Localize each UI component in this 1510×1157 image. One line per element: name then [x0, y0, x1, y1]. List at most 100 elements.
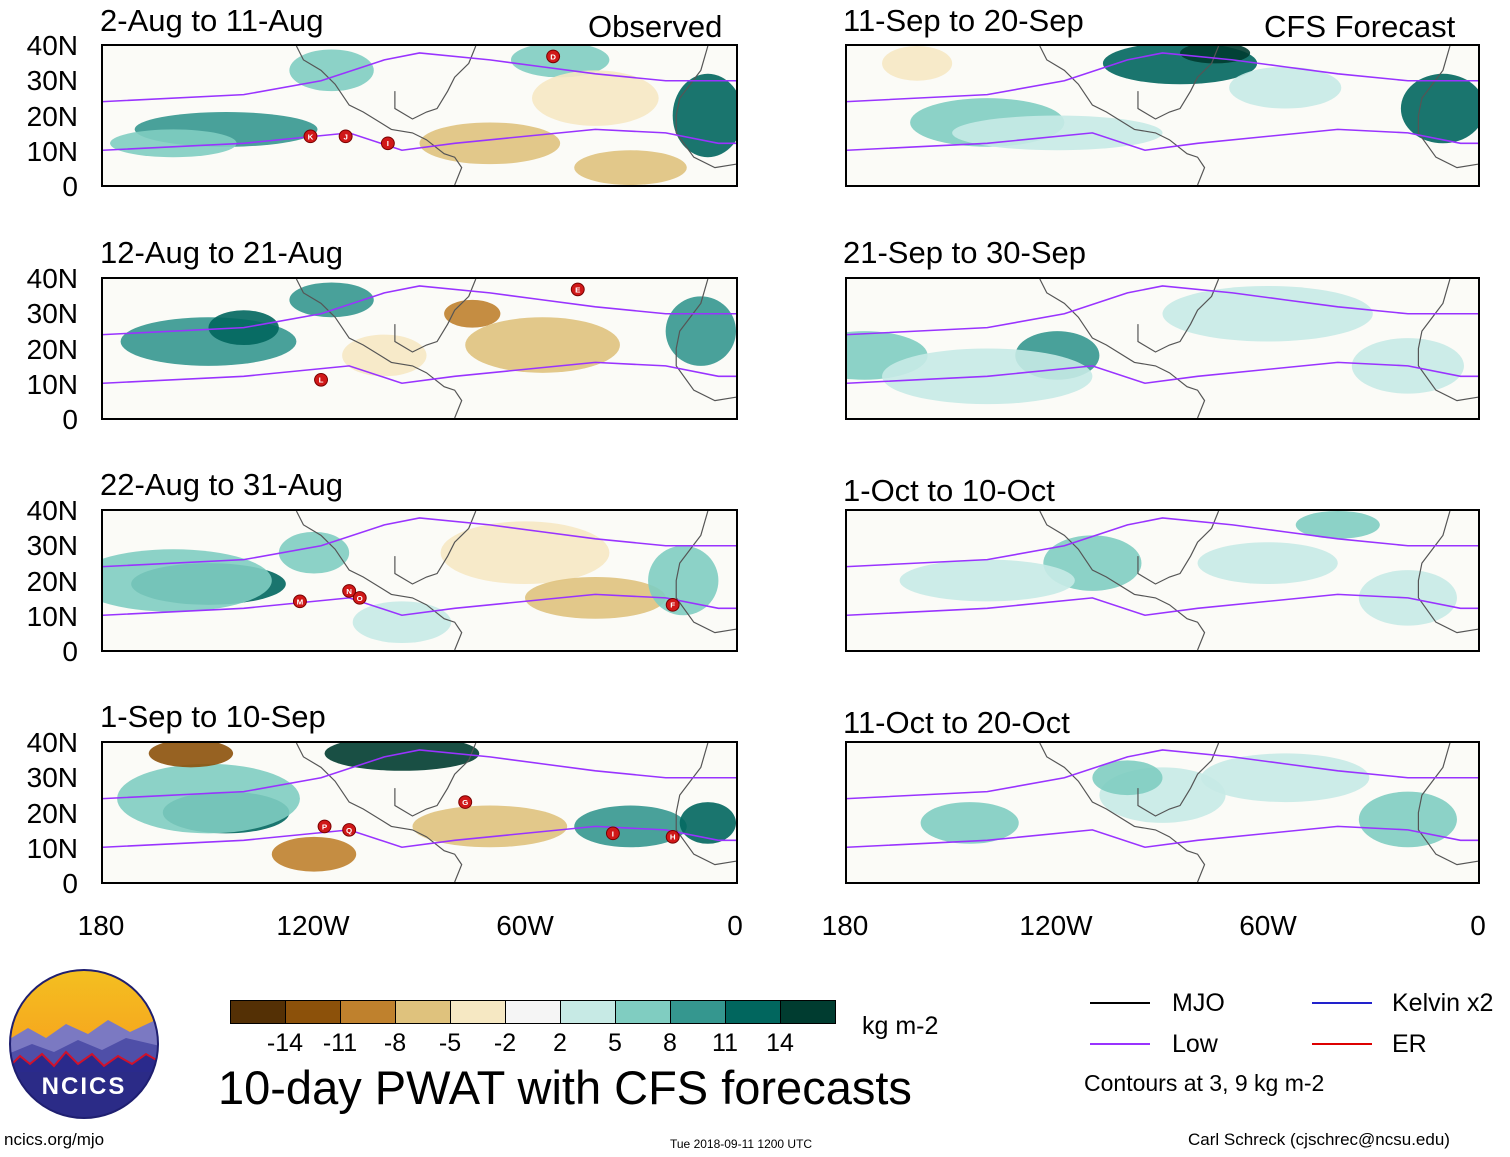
lat-tick-label: 40N [26, 263, 78, 294]
storm-label: D [550, 52, 556, 61]
pwat-anomaly-blob [1197, 542, 1338, 584]
storm-label: H [670, 833, 676, 842]
storm-label: Q [346, 826, 352, 835]
coastline [1039, 511, 1206, 650]
coastline [295, 743, 463, 882]
author-credit: Carl Schreck (cjschrec@ncsu.edu) [1188, 1130, 1450, 1149]
low-contour [103, 285, 736, 336]
contour-note: Contours at 3, 9 kg m-2 [1084, 1070, 1325, 1096]
pwat-anomaly-blob [1162, 285, 1373, 342]
map-panel [845, 509, 1480, 652]
colorbar-tick-label: -5 [438, 1029, 462, 1057]
storm-marker [342, 823, 357, 837]
pwat-anomaly-blob [510, 46, 610, 78]
panel-title: 11-Sep to 20-Sep [843, 3, 1084, 38]
pwat-anomaly-blob [525, 577, 666, 619]
lat-tick-label: 0 [62, 868, 78, 899]
colorbar-tick-label: -8 [383, 1029, 407, 1057]
pwat-anomaly-blob [899, 559, 1075, 602]
low-contour [847, 593, 1478, 617]
lon-tick-label: 0 [1470, 910, 1486, 941]
panel-title: 11-Oct to 20-Oct [843, 705, 1070, 740]
panel-title: 1-Sep to 10-Sep [100, 699, 326, 734]
storm-label: J [343, 132, 347, 141]
lat-tick-label: 10N [26, 833, 78, 864]
storm-marker [458, 795, 473, 809]
legend-swatch-er [1312, 1043, 1372, 1045]
colorbar-cell [450, 1000, 506, 1024]
pwat-anomaly-blob [352, 601, 452, 644]
storm-marker [303, 129, 318, 144]
coastline [675, 743, 736, 866]
pwat-anomaly-blob [440, 521, 610, 584]
lat-tick-label: 40N [26, 727, 78, 758]
lat-tick-label: 30N [26, 762, 78, 793]
coastline [1417, 279, 1478, 402]
pwat-anomaly-blob [1201, 753, 1370, 803]
column-label-cfs-forecast: CFS Forecast [1264, 9, 1456, 44]
colorbar-tick-label: -11 [322, 1029, 358, 1057]
map-panel [845, 44, 1480, 187]
storm-label: K [308, 132, 314, 141]
panel-title: 21-Sep to 30-Sep [843, 235, 1087, 270]
colorbar-tick-label: 14 [766, 1029, 794, 1057]
site-link[interactable]: ncics.org/mjo [4, 1130, 105, 1149]
pwat-anomaly-blob [532, 70, 659, 126]
panel-title: 12-Aug to 21-Aug [100, 235, 344, 270]
pwat-anomaly-blob [324, 743, 480, 771]
colorbar-cell [340, 1000, 396, 1024]
coastline [295, 279, 463, 418]
storm-marker [352, 591, 367, 605]
storm-label: G [462, 798, 468, 807]
storm-marker [317, 819, 332, 834]
lat-tick-label: 10N [26, 136, 78, 167]
low-contour [847, 128, 1478, 152]
coastline [394, 46, 477, 120]
colorbar-tick-label: -2 [493, 1029, 517, 1057]
lat-tick-label: 10N [26, 601, 78, 632]
lat-tick-label: 20N [26, 566, 78, 597]
storm-label: I [387, 139, 389, 148]
storm-label: F [670, 601, 675, 610]
panel-title: 22-Aug to 31-Aug [100, 467, 344, 502]
coastline [1137, 743, 1220, 817]
lon-tick-label: 120W [276, 910, 350, 941]
panel-title: 2-Aug to 11-Aug [100, 3, 324, 38]
legend-swatch-kelvin [1312, 1002, 1372, 1004]
low-contour [103, 593, 736, 617]
pwat-anomaly-blob [882, 46, 953, 81]
pwat-anomaly-blob [412, 805, 568, 848]
lat-tick-label: 0 [62, 171, 78, 202]
pwat-anomaly-blob [648, 545, 719, 616]
colorbar-unit: kg m-2 [862, 1012, 939, 1040]
timestamp: Tue 2018-09-11 1200 UTC [670, 1137, 813, 1151]
lon-tick-label: 60W [496, 910, 554, 941]
storm-marker [342, 584, 357, 598]
storm-marker [605, 826, 620, 841]
coastline [675, 46, 736, 169]
colorbar-cell [560, 1000, 616, 1024]
pwat-anomaly-blob [1400, 73, 1478, 144]
lat-tick-label: 30N [26, 298, 78, 329]
pwat-anomaly-blob [574, 805, 687, 848]
low-contour [103, 128, 736, 152]
coastline [1137, 279, 1220, 353]
map-panel [845, 277, 1480, 420]
low-contour [847, 285, 1478, 336]
storm-label: O [357, 594, 363, 603]
lat-tick-label: 30N [26, 530, 78, 561]
coastline [675, 279, 736, 402]
lat-tick-label: 20N [26, 101, 78, 132]
panel-title: 1-Oct to 10-Oct [843, 473, 1055, 508]
lon-tick-label: 120W [1019, 910, 1093, 941]
storm-marker [665, 830, 680, 844]
lon-tick-label: 180 [821, 910, 869, 941]
legend-label-kelvin: Kelvin x2 [1392, 989, 1494, 1017]
coastline [295, 511, 463, 650]
lat-tick-label: 20N [26, 798, 78, 829]
storm-marker [314, 372, 328, 387]
map-panel: D K J I [101, 44, 738, 187]
low-contour [847, 517, 1478, 568]
pwat-anomaly-blob [110, 129, 237, 158]
